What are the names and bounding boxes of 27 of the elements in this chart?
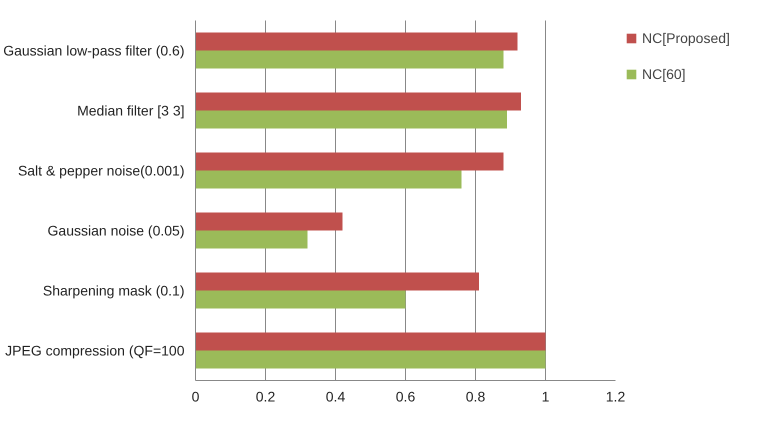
- bar: [196, 110, 507, 128]
- y-tick-label: Sharpening mask (0.1): [42, 282, 185, 298]
- y-tick-label: Median filter [3 3]: [77, 102, 185, 118]
- x-tick-label: 0.4: [326, 388, 346, 404]
- x-tick-label: 0.6: [396, 388, 416, 404]
- bar: [196, 350, 546, 368]
- bar: [196, 32, 518, 50]
- x-tick-label: 0: [192, 388, 200, 404]
- legend-label: NC[Proposed]: [642, 30, 730, 46]
- legend-label: NC[60]: [642, 66, 686, 82]
- bar: [196, 92, 521, 110]
- y-tick-label: Gaussian low-pass filter (0.6): [3, 42, 185, 58]
- y-tick-label: JPEG compression (QF=100: [5, 342, 185, 358]
- x-tick-label: 0.8: [466, 388, 486, 404]
- bar: [196, 170, 462, 188]
- y-tick-label: Gaussian noise (0.05): [48, 222, 185, 238]
- x-tick-label: 1: [542, 388, 550, 404]
- bar: [196, 50, 504, 68]
- bar: [196, 332, 546, 350]
- x-tick-label: 1.2: [606, 388, 626, 404]
- bar: [196, 272, 479, 290]
- bar: [196, 290, 406, 308]
- bar: [196, 212, 342, 230]
- y-tick-label: Salt & pepper noise(0.001): [18, 162, 185, 178]
- bar: [196, 152, 504, 170]
- bar: [196, 230, 308, 248]
- x-tick-label: 0.2: [256, 388, 276, 404]
